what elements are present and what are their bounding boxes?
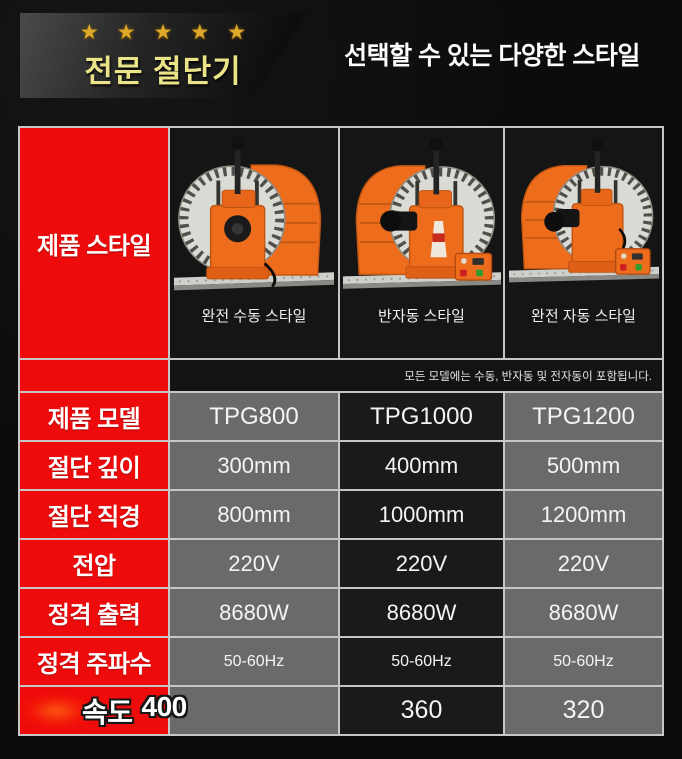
spec-label-depth: 절단 깊이 [20,442,168,489]
spec-label-diameter: 절단 직경 [20,491,168,538]
product-photo-cell-full-auto: 완전 자동 스타일 [505,128,662,358]
spec-label-model: 제품 모델 [20,393,168,440]
spec-value-frequency-1: 50-60Hz [170,638,338,685]
spec-table: 제품 스타일 [14,126,664,736]
note-cell: 모든 모델에는 수동, 반자동 및 전자동이 포함됩니다. [170,360,662,391]
machine-caption-semi-auto: 반자동 스타일 [378,308,465,325]
spec-value-model-2: TPG1000 [340,393,503,440]
spec-value-diameter-2: 1000mm [340,491,503,538]
spec-label-product-style: 제품 스타일 [20,128,168,358]
spec-value-depth-2: 400mm [340,442,503,489]
speed-overlay-text: 속도 400 [82,691,187,731]
star-rating: ★ ★ ★ ★ ★ [44,22,282,43]
star-icon: ★ [227,21,247,44]
star-icon: ★ [79,21,99,44]
spec-value-voltage-3: 220V [505,540,662,587]
spec-value-model-1: TPG800 [170,393,338,440]
note-row-red-cell [20,360,168,391]
spec-value-voltage-1: 220V [170,540,338,587]
spec-value-frequency-3: 50-60Hz [505,638,662,685]
page-title: 선택할 수 있는 다양한 스타일 [344,42,640,70]
spec-value-model-3: TPG1200 [505,393,662,440]
spec-value-diameter-3: 1200mm [505,491,662,538]
spec-value-frequency-2: 50-60Hz [340,638,503,685]
spec-value-speed-1: 400 [141,690,188,722]
spec-label-speed: 속도 400 [14,687,187,734]
machine-caption-full-auto: 완전 자동 스타일 [531,308,636,325]
star-icon: ★ [153,21,173,44]
spec-value-depth-3: 500mm [505,442,662,489]
star-icon: ★ [190,21,210,44]
spec-value-depth-1: 300mm [170,442,338,489]
promo-badge-content: ★ ★ ★ ★ ★ 전문 절단기 [44,13,282,91]
spec-value-power-1: 8680W [170,589,338,636]
machine-caption-manual: 완전 수동 스타일 [201,308,307,325]
spec-label-frequency: 정격 주파수 [20,638,168,685]
spec-value-speed-1-cell [170,687,338,734]
product-photo-cell-semi-auto: 반자동 스타일 [340,128,503,358]
spec-value-power-2: 8680W [340,589,503,636]
spec-label-voltage: 전압 [20,540,168,587]
spec-label-power: 정격 출력 [20,589,168,636]
star-icon: ★ [116,21,136,44]
speed-label-text: 속도 [82,696,133,728]
spec-value-power-3: 8680W [505,589,662,636]
spec-value-speed-3: 320 [505,687,662,734]
spec-value-speed-2: 360 [340,687,503,734]
spec-value-voltage-2: 220V [340,540,503,587]
cutting-machine-manual-illustration [174,136,334,291]
cutting-machine-semi-auto-illustration [342,137,501,289]
promo-badge: ★ ★ ★ ★ ★ 전문 절단기 [20,13,307,98]
spec-value-diameter-1: 800mm [170,491,338,538]
cutting-machine-full-auto-illustration [508,138,659,283]
badge-title: 전문 절단기 [84,54,242,89]
product-photo-cell-manual: 완전 수동 스타일 [170,128,338,358]
